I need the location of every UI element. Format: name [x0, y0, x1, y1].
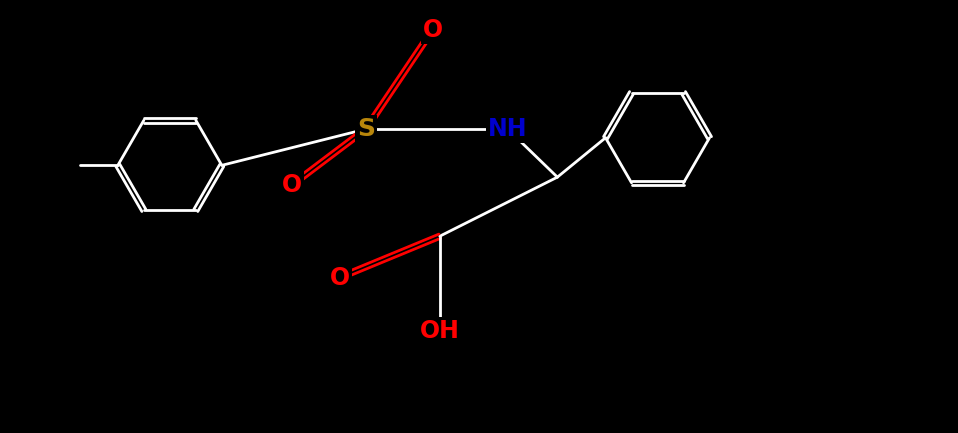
Text: S: S — [356, 117, 375, 141]
Text: NH: NH — [488, 117, 528, 141]
Text: OH: OH — [420, 319, 460, 343]
Text: O: O — [282, 173, 302, 197]
Text: O: O — [422, 17, 443, 42]
Text: O: O — [330, 265, 350, 290]
